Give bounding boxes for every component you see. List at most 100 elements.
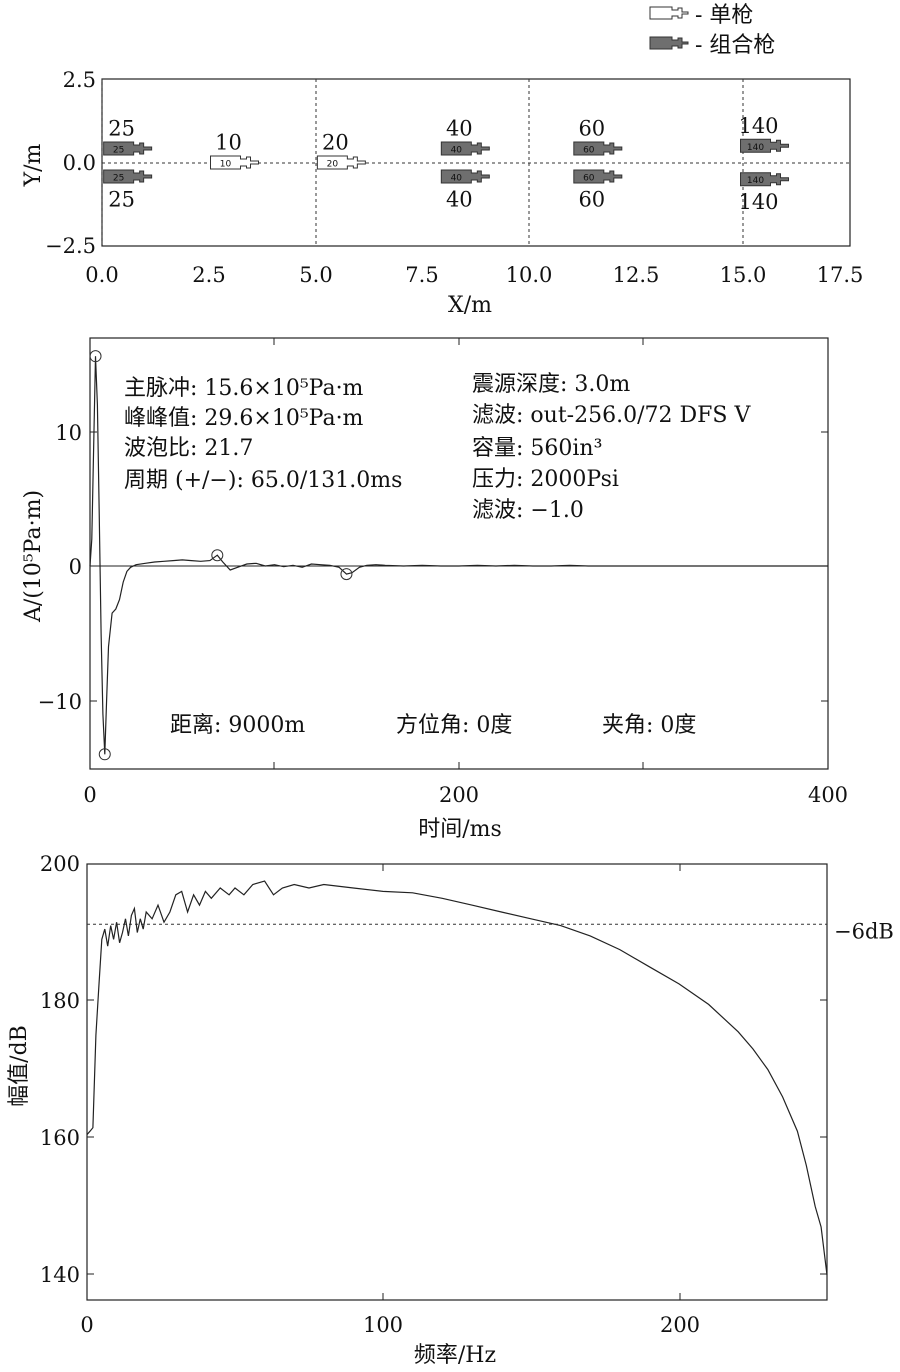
- gun-marker: 25: [103, 169, 153, 184]
- layout-y-ticks: 2.5 0.0 −2.5: [45, 68, 96, 258]
- signature-y-ticks: 10 0 −10: [38, 421, 82, 714]
- layout-y-tick: 2.5: [63, 68, 96, 92]
- layout-x-tick: 7.5: [405, 263, 438, 287]
- gun-marker: 25: [103, 141, 153, 156]
- spectrum-y-tick: 180: [40, 989, 80, 1013]
- gun-volume-label: 60: [578, 188, 605, 212]
- gun-marker: 20: [316, 155, 366, 170]
- layout-x-tick: 10.0: [506, 263, 553, 287]
- layout-x-tick: 0.0: [85, 263, 118, 287]
- gun-body: [440, 141, 490, 156]
- gun-volume-text: 20: [327, 160, 339, 170]
- layout-x-tick: 17.5: [817, 263, 864, 287]
- layout-x-axis-label: X/m: [448, 293, 492, 318]
- annotation-main-pulse: 主脉冲: 15.6×10⁵Pa·m: [124, 376, 364, 401]
- signature-x-tick: 200: [439, 783, 479, 807]
- gun-volume-text: 25: [113, 145, 124, 155]
- signature-annotations-bottom: 距离: 9000m 方位角: 0度 夹角: 0度: [170, 713, 696, 738]
- signature-x-tick: 0: [83, 783, 96, 807]
- gun-marker: 60: [573, 169, 623, 184]
- legend-combined-gun-icon: [649, 36, 689, 50]
- gun-body: [440, 169, 490, 184]
- signature-y-tick: 0: [69, 555, 82, 579]
- gun-volume-label: 140: [738, 190, 778, 214]
- annotation-angle: 夹角: 0度: [602, 713, 696, 738]
- gun-body: [103, 169, 153, 184]
- annotation-peak-to-peak: 峰峰值: 29.6×10⁵Pa·m: [124, 406, 364, 431]
- signature-x-axis-label: 时间/ms: [418, 817, 502, 842]
- legend-single-gun-icon: [649, 6, 689, 20]
- layout-x-tick: 5.0: [299, 263, 332, 287]
- gun-volume-text: 60: [583, 174, 595, 184]
- signature-annotations-left: 主脉冲: 15.6×10⁵Pa·m 峰峰值: 29.6×10⁵Pa·m 波泡比:…: [124, 376, 402, 493]
- signature-annotations-right: 震源深度: 3.0m 滤波: out-256.0/72 DFS V 容量: 56…: [472, 372, 751, 523]
- signature-marker: [98, 748, 111, 761]
- spectrum-tick-marks: [87, 864, 827, 1300]
- signature-panel: 主脉冲: 15.6×10⁵Pa·m 峰峰值: 29.6×10⁵Pa·m 波泡比:…: [21, 337, 848, 842]
- layout-legend: - 单枪 - 组合枪: [649, 3, 775, 58]
- gun-marker: 140: [740, 138, 790, 153]
- legend-combined-gun-label: - 组合枪: [695, 33, 775, 58]
- gun-volume-text: 140: [747, 143, 764, 153]
- spectrum-y-ticks: 200 180 160 140: [40, 852, 80, 1287]
- layout-x-tick: 15.0: [720, 263, 767, 287]
- annotation-source-depth: 震源深度: 3.0m: [472, 372, 630, 397]
- layout-grid: [101, 79, 850, 246]
- gun-volume-label: 140: [738, 114, 778, 138]
- gun-body: [103, 141, 153, 156]
- signature-y-tick: −10: [38, 690, 82, 714]
- gun-marker: 60: [573, 141, 623, 156]
- annotation-period: 周期 (+/−): 65.0/131.0ms: [124, 468, 402, 493]
- signature-x-ticks: 0 200 400: [83, 783, 848, 807]
- signature-marker: [340, 568, 353, 581]
- gun-volume-text: 60: [583, 145, 595, 155]
- layout-x-ticks: 0.0 2.5 5.0 7.5 10.0 12.5 15.0 17.5: [85, 263, 863, 287]
- array-layout-panel: 25 25 25 25 10 10 20 20 40 40 40 40 60 60 60 60 140 140 14…: [21, 3, 863, 318]
- gun-volume-label: 60: [578, 116, 605, 140]
- spectrum-x-tick: 0: [80, 1313, 93, 1337]
- spectrum-panel: −6dB 0 100 200 200 180 160 140 频率/Hz 幅值/…: [7, 852, 894, 1368]
- annotation-pressure: 压力: 2000Psi: [472, 467, 619, 492]
- gun-marker: 40: [440, 169, 490, 184]
- gun-volume-label: 40: [446, 116, 473, 140]
- gun-body: [316, 155, 366, 170]
- gun-body: [573, 169, 623, 184]
- annotation-filter-2: 滤波: −1.0: [472, 498, 584, 523]
- minus-6db-label: −6dB: [834, 919, 894, 943]
- signature-series-line: [89, 356, 828, 755]
- spectrum-series-line: [86, 880, 828, 1276]
- annotation-azimuth: 方位角: 0度: [396, 713, 512, 738]
- gun-volume-text: 25: [113, 174, 124, 184]
- spectrum-x-axis-label: 频率/Hz: [414, 1343, 496, 1368]
- signature-marker: [89, 350, 102, 363]
- gun-volume-text: 40: [451, 174, 463, 184]
- signature-y-tick: 10: [55, 421, 82, 445]
- annotation-volume: 容量: 560in³: [472, 436, 602, 461]
- gun-marker: 10: [210, 155, 260, 170]
- spectrum-y-tick: 200: [40, 852, 80, 876]
- gun-volume-text: 140: [747, 176, 764, 186]
- layout-x-tick: 2.5: [192, 263, 225, 287]
- annotation-filter: 滤波: out-256.0/72 DFS V: [472, 403, 751, 428]
- layout-y-tick: 0.0: [63, 151, 96, 175]
- gun-volume-text: 40: [451, 145, 463, 155]
- signature-x-tick: 400: [808, 783, 848, 807]
- spectrum-y-axis-label: 幅值/dB: [7, 1025, 32, 1107]
- gun-body: [740, 138, 790, 153]
- annotation-distance: 距离: 9000m: [170, 713, 305, 738]
- gun-body: [210, 155, 260, 170]
- signature-marker: [211, 549, 224, 562]
- spectrum-x-tick: 200: [660, 1313, 700, 1337]
- layout-x-tick: 12.5: [613, 263, 660, 287]
- gun-body: [573, 141, 623, 156]
- legend-single-gun-label: - 单枪: [695, 3, 753, 28]
- layout-y-tick: −2.5: [45, 234, 96, 258]
- gun-volume-label: 25: [108, 188, 135, 212]
- gun-volume-label: 20: [322, 131, 349, 155]
- signature-markers: [89, 350, 353, 761]
- spectrum-plot-frame: [86, 863, 828, 1301]
- gun-marker: 140: [740, 172, 790, 187]
- spectrum-y-tick: 140: [40, 1263, 80, 1287]
- gun-volume-label: 10: [215, 131, 242, 155]
